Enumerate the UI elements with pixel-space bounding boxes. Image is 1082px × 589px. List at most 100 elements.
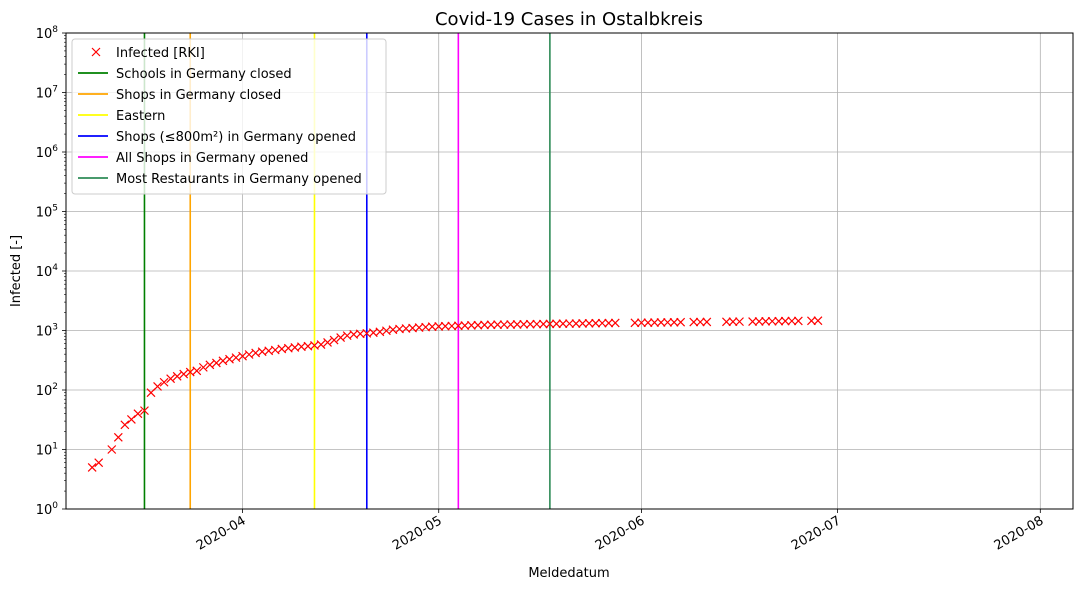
legend: Infected [RKI] Schools in Germany closed S… (71, 38, 387, 195)
data-point (695, 317, 705, 327)
data-point (486, 320, 496, 330)
data-point (153, 381, 162, 391)
data-point (584, 318, 594, 328)
y-tick-label: 103 (36, 323, 58, 340)
data-point (571, 319, 581, 328)
data-point (172, 371, 182, 381)
y-axis: 100 101 102 103 104 105 106 107 108 (36, 25, 66, 518)
data-point (166, 374, 176, 384)
data-point (538, 319, 548, 329)
data-point (558, 319, 568, 329)
data-point (440, 321, 450, 331)
data-point (676, 317, 686, 327)
data-point (336, 333, 346, 343)
data-point (198, 362, 208, 372)
legend-label: Eastern (116, 109, 165, 124)
y-tick-label: 108 (36, 25, 59, 42)
data-point (427, 322, 437, 332)
legend-label: All Shops in Germany opened (116, 151, 308, 166)
data-point (754, 317, 764, 326)
data-point (179, 369, 189, 379)
y-tick-label: 101 (36, 442, 58, 459)
data-point (225, 354, 234, 364)
data-point (107, 445, 117, 454)
y-tick-label: 105 (36, 204, 58, 221)
data-point (525, 319, 535, 329)
y-tick-label: 106 (36, 144, 59, 161)
data-point (630, 318, 640, 328)
data-point (244, 350, 254, 359)
data-point (761, 316, 771, 326)
y-tick-label: 107 (36, 85, 58, 102)
data-point (610, 318, 620, 328)
data-point (604, 318, 614, 328)
data-point (512, 320, 522, 329)
x-axis: 2020-04 2020-05 2020-06 2020-07 2020-08 (194, 509, 1046, 554)
x-tick-label: 2020-05 (390, 513, 445, 553)
legend-label: Shops in Germany closed (116, 88, 281, 103)
data-point (702, 317, 712, 327)
data-point (643, 318, 653, 328)
data-point (807, 316, 816, 326)
data-point (506, 320, 516, 329)
data-point (205, 360, 215, 370)
data-point (466, 320, 476, 330)
data-point (545, 319, 555, 329)
y-axis-label: Infected [-] (9, 235, 24, 307)
legend-box (71, 38, 387, 195)
data-point (238, 351, 247, 361)
data-point (211, 358, 221, 368)
data-point (774, 316, 784, 326)
data-point (460, 321, 470, 330)
x-tick-label: 2020-08 (992, 513, 1047, 553)
data-point (793, 316, 803, 326)
data-point (532, 319, 542, 329)
data-point (316, 340, 326, 350)
legend-label: Shops (≤800m²) in Germany opened (116, 130, 356, 145)
legend-marker (91, 47, 101, 57)
legend-label: Infected [RKI] (116, 46, 205, 61)
data-point (453, 321, 463, 331)
data-point (728, 317, 738, 327)
data-point (597, 318, 607, 328)
data-point (551, 319, 561, 329)
data-point (519, 319, 529, 329)
data-point (722, 317, 731, 327)
data-point (113, 432, 123, 442)
data-point (192, 366, 202, 376)
data-point (159, 377, 169, 387)
legend-label: Schools in Germany closed (116, 67, 292, 82)
y-tick-label: 104 (36, 263, 59, 280)
data-point (748, 317, 758, 326)
x-tick-label: 2020-07 (789, 513, 844, 553)
data-point (787, 316, 797, 326)
x-tick-label: 2020-04 (194, 513, 249, 553)
data-point (591, 318, 601, 328)
data-point (578, 318, 588, 328)
data-point (493, 320, 502, 330)
data-point (140, 406, 149, 416)
data-point (473, 320, 483, 330)
data-point (434, 322, 444, 331)
data-point (133, 409, 143, 419)
data-point (87, 462, 97, 472)
data-point (813, 316, 823, 326)
data-point (218, 356, 228, 366)
data-point (735, 317, 744, 327)
data-point (767, 316, 777, 326)
data-point (447, 321, 457, 331)
data-point (120, 420, 130, 430)
y-tick-label: 102 (36, 382, 58, 399)
data-point (780, 316, 790, 326)
data-point (323, 338, 332, 347)
data-point (663, 317, 673, 327)
data-point (669, 317, 679, 327)
data-points (87, 316, 823, 472)
y-tick-label: 100 (36, 501, 59, 518)
legend-label: Most Restaurants in Germany opened (116, 172, 362, 187)
data-point (94, 458, 104, 468)
data-point (480, 320, 489, 330)
data-point (329, 335, 339, 345)
chart-title: Covid-19 Cases in Ostalbkreis (435, 9, 703, 30)
